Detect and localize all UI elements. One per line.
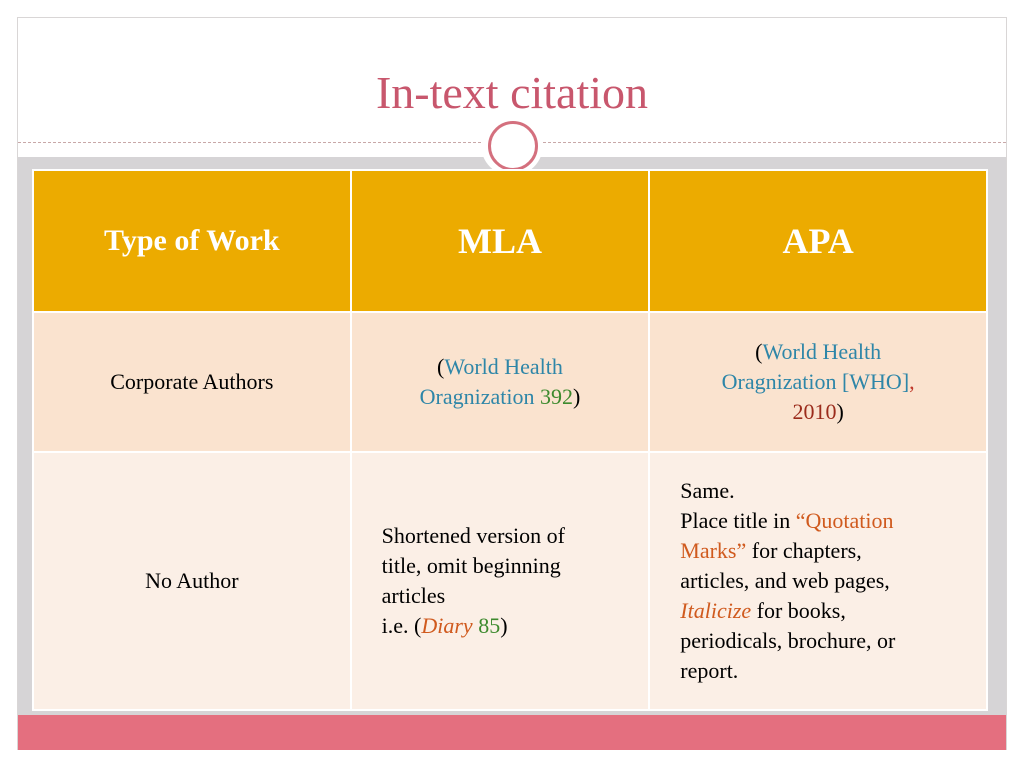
- citation-table: Type of Work MLA APA Corporate Authors (…: [32, 169, 988, 711]
- example-title: Diary: [421, 613, 473, 638]
- close-paren: ): [836, 399, 844, 424]
- example-prefix: i.e. (: [381, 613, 422, 638]
- cell-corporate-type: Corporate Authors: [32, 311, 352, 453]
- mla-corporate-page: 392: [539, 384, 573, 409]
- mla-no-author-line3: articles: [381, 583, 446, 608]
- close-paren: ): [500, 613, 508, 638]
- for-books: for books,: [751, 598, 846, 623]
- example-page: 85: [478, 613, 501, 638]
- mla-corporate-line1: (World Health: [352, 352, 649, 382]
- cell-no-author-type: No Author: [32, 451, 352, 711]
- mla-corporate-name-line2: Oragnization: [419, 384, 535, 409]
- apa-corporate-name-line1: World Health: [762, 339, 882, 364]
- quotation-marks-part2: Marks”: [680, 538, 747, 563]
- apa-corporate-comma: ,: [909, 369, 915, 394]
- apa-no-author-line1: Same.: [680, 478, 735, 503]
- apa-no-author-line3: Marks” for chapters,: [680, 536, 970, 566]
- footer-accent-bar: [18, 715, 1006, 750]
- apa-corporate-year: 2010: [792, 399, 837, 424]
- apa-no-author-line6: periodicals, brochure, or: [680, 628, 896, 653]
- open-paren: (: [437, 354, 445, 379]
- apa-corporate-line1: (World Health: [650, 337, 986, 367]
- table-row-corporate-authors: Corporate Authors (World Health Oragniza…: [32, 311, 988, 453]
- apa-no-author-line2: Place title in “Quotation: [680, 506, 970, 536]
- place-prefix: Place title in: [680, 508, 796, 533]
- table-row-no-author: No Author Shortened version of title, om…: [32, 451, 988, 711]
- open-paren: (: [755, 339, 763, 364]
- table-header-row: Type of Work MLA APA: [32, 169, 988, 313]
- apa-no-author-line5: Italicize for books,: [680, 596, 970, 626]
- cell-corporate-apa: (World Health Oragnization [WHO], 2010): [648, 311, 988, 453]
- mla-no-author-line2: title, omit beginning: [381, 553, 561, 578]
- apa-corporate-line3: 2010): [650, 397, 986, 427]
- divider-ring-ornament: [488, 121, 538, 171]
- apa-corporate-name-line2: Oragnization [WHO]: [721, 369, 910, 394]
- slide-title: In-text citation: [375, 67, 649, 118]
- quotation-marks-part1: “Quotation: [795, 508, 894, 533]
- apa-no-author-line7: report.: [680, 658, 739, 683]
- header-apa: APA: [648, 169, 988, 313]
- apa-corporate-line2: Oragnization [WHO],: [650, 367, 986, 397]
- apa-no-author-line4: articles, and web pages,: [680, 568, 890, 593]
- for-chapters: for chapters,: [746, 538, 862, 563]
- header-type-of-work: Type of Work: [32, 169, 352, 313]
- header-mla: MLA: [349, 169, 651, 313]
- mla-corporate-name-line1: World Health: [444, 354, 563, 379]
- cell-corporate-mla: (World Health Oragnization 392): [349, 311, 651, 453]
- italicize-word: Italicize: [680, 598, 752, 623]
- mla-no-author-line1: Shortened version of: [381, 523, 565, 548]
- cell-no-author-apa: Same. Place title in “Quotation Marks” f…: [648, 451, 988, 711]
- close-paren: ): [572, 384, 581, 409]
- cell-no-author-mla: Shortened version of title, omit beginni…: [349, 451, 651, 711]
- mla-no-author-example: i.e. (Diary 85): [382, 611, 633, 641]
- mla-corporate-line2: Oragnization 392): [352, 382, 649, 412]
